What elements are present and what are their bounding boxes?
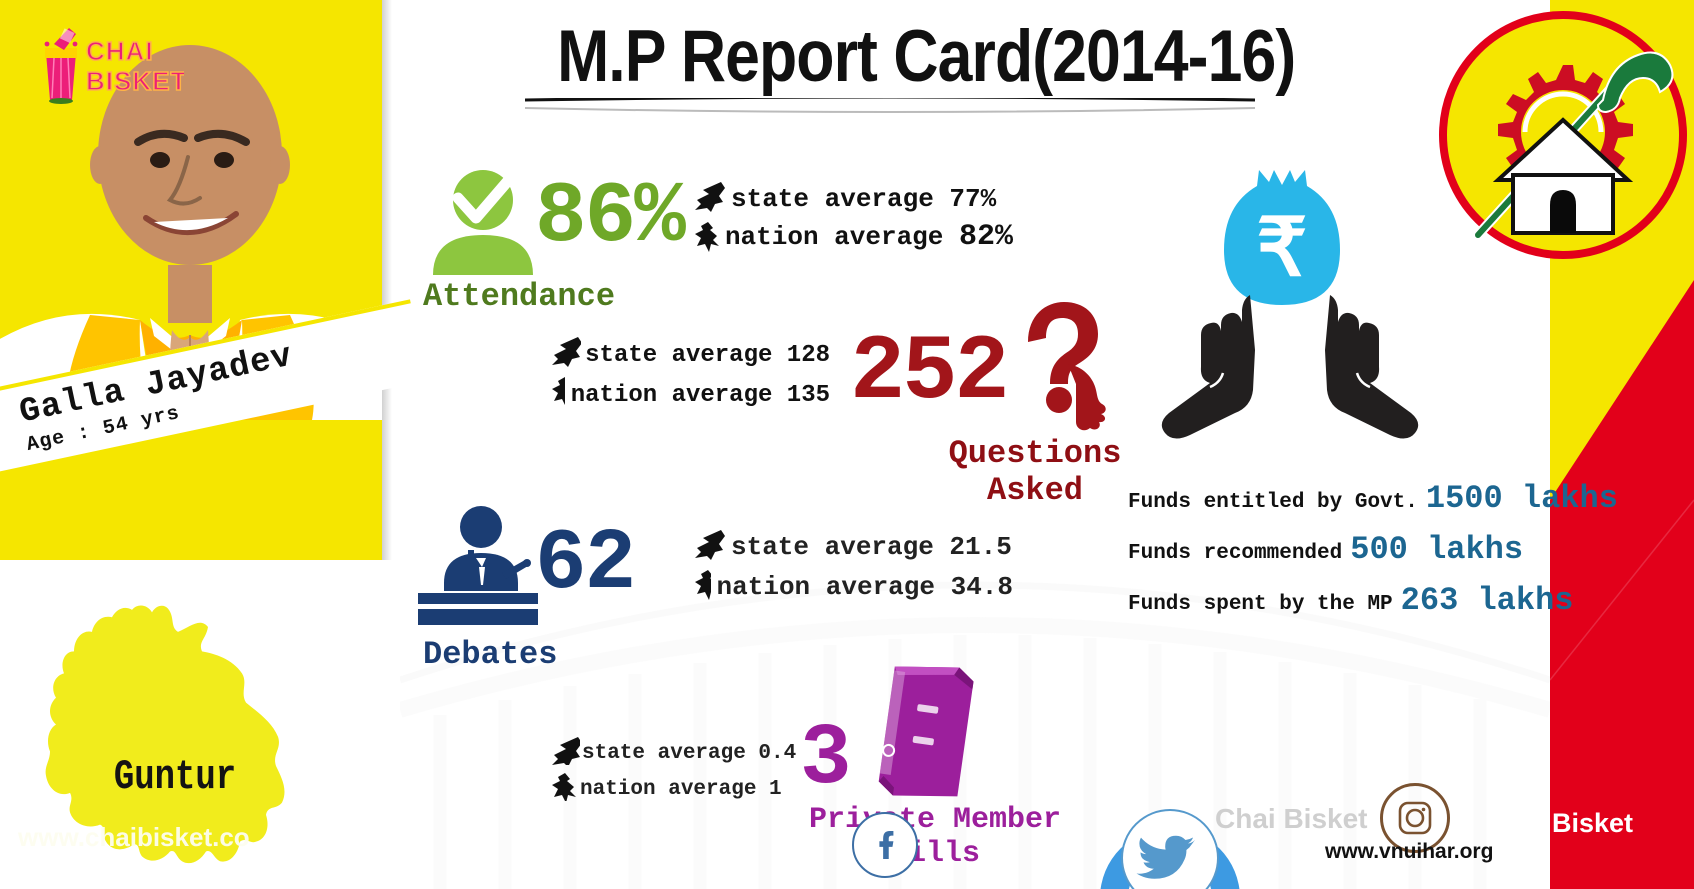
- svg-text:BISKET: BISKET: [86, 66, 184, 96]
- svg-text:₹: ₹: [1257, 203, 1308, 292]
- svg-text:CHAI: CHAI: [86, 36, 154, 66]
- svg-text:Guntur: Guntur: [114, 754, 236, 801]
